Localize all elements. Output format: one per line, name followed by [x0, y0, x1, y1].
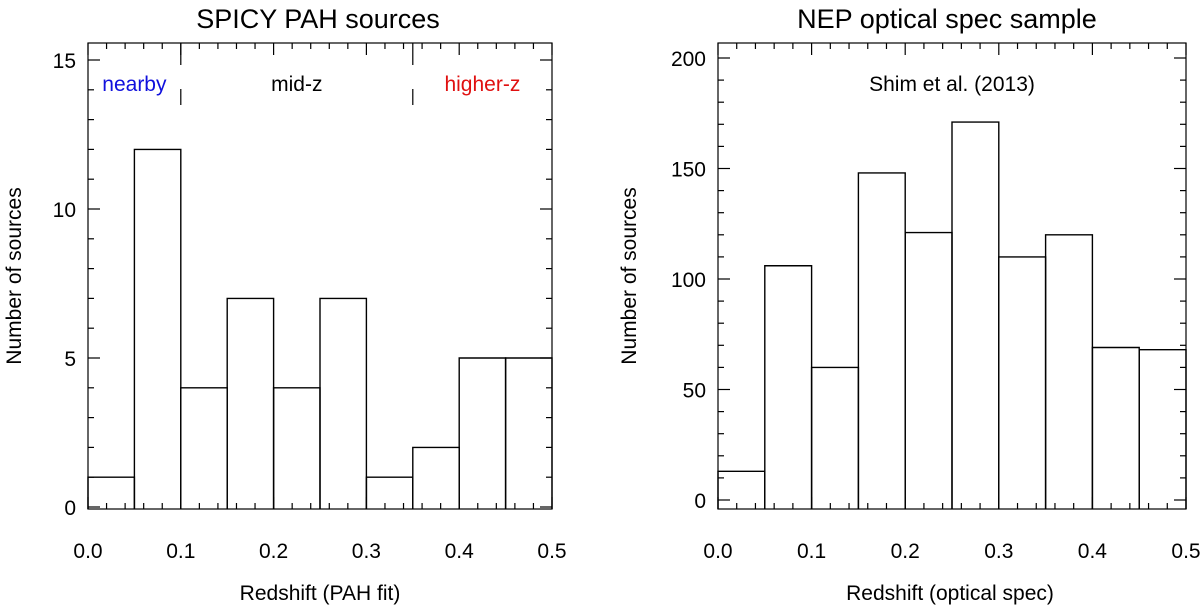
- right-y-axis-label: Number of sources: [618, 187, 641, 364]
- left-histogram-bin: [412, 446, 460, 509]
- left-histogram-bin: [133, 148, 182, 509]
- right-histogram-bin: [857, 172, 906, 509]
- right-histogram-bin: [1091, 346, 1140, 509]
- right-histogram-bin: [717, 470, 766, 509]
- right-histogram-bin: [810, 366, 860, 509]
- left-y-tick-label: 10: [53, 199, 76, 222]
- right-histogram-bin: [904, 231, 953, 509]
- right-x-tick-label: 0.3: [984, 540, 1013, 563]
- left-y-tick-label: 15: [53, 50, 76, 73]
- right-annotation: Shim et al. (2013): [869, 73, 1035, 96]
- right-x-axis-label: Redshift (optical spec): [846, 582, 1054, 605]
- right-histogram-bin: [951, 121, 1000, 509]
- right-x-tick-label: 0.4: [1078, 540, 1108, 563]
- left-annotation: nearby: [102, 73, 167, 96]
- left-x-tick-label: 0.3: [352, 540, 381, 563]
- right-y-tick-label: 0: [694, 490, 706, 513]
- left-x-tick-label: 0.0: [73, 540, 102, 563]
- right-panel: NEP optical spec sample 0.0 0.1 0.2 0.3 0.4 0…: [618, 4, 1200, 605]
- right-x-tick-label: 0.5: [1171, 540, 1200, 563]
- left-annotation: higher-z: [444, 73, 520, 96]
- left-x-tick-label: 0.4: [445, 540, 475, 563]
- left-panel: SPICY PAH sources 0.0 0.1 0.2 0.3 0.4 0.5 0 5 10…: [3, 4, 567, 605]
- right-y-tick-label: 200: [671, 48, 706, 71]
- left-y-tick-label: 0: [64, 497, 76, 520]
- left-x-tick-label: 0.1: [166, 540, 195, 563]
- left-chart-title: SPICY PAH sources: [196, 4, 440, 34]
- left-y-axis-label: Number of sources: [3, 187, 26, 364]
- left-histogram-bin: [458, 357, 507, 509]
- right-histogram-bin: [998, 256, 1047, 509]
- right-x-tick-label: 0.2: [891, 540, 920, 563]
- right-histogram-bin: [1138, 349, 1187, 509]
- left-histogram-bin: [87, 476, 136, 509]
- right-y-tick-label: 150: [671, 159, 706, 182]
- right-histogram-bin: [764, 265, 813, 509]
- right-histogram-bin: [1044, 234, 1094, 509]
- left-histogram-bin: [319, 297, 368, 509]
- right-chart-title: NEP optical spec sample: [797, 4, 1097, 34]
- left-histogram-bin: [180, 387, 228, 509]
- left-histogram-bin: [272, 387, 321, 509]
- left-y-tick-label: 5: [64, 348, 76, 371]
- right-x-tick-label: 0.0: [703, 540, 732, 563]
- right-y-tick-label: 100: [671, 269, 706, 292]
- left-x-axis-label: Redshift (PAH fit): [240, 582, 401, 605]
- left-histogram-bin: [365, 476, 414, 509]
- left-histogram-bin: [504, 357, 553, 509]
- left-histogram-bin: [226, 297, 275, 509]
- right-x-tick-label: 0.1: [797, 540, 826, 563]
- right-marks: 0.0 0.1 0.2 0.3 0.4 0.5 0 50 100 150 200 Shim et al…: [671, 43, 1200, 563]
- right-y-tick-label: 50: [683, 380, 706, 403]
- left-x-tick-label: 0.2: [259, 540, 288, 563]
- left-marks: 0.0 0.1 0.2 0.3 0.4 0.5 0 5 10 15 nearby mid-z highe…: [53, 43, 567, 563]
- left-x-tick-label: 0.5: [537, 540, 566, 563]
- left-annotation: mid-z: [271, 73, 322, 96]
